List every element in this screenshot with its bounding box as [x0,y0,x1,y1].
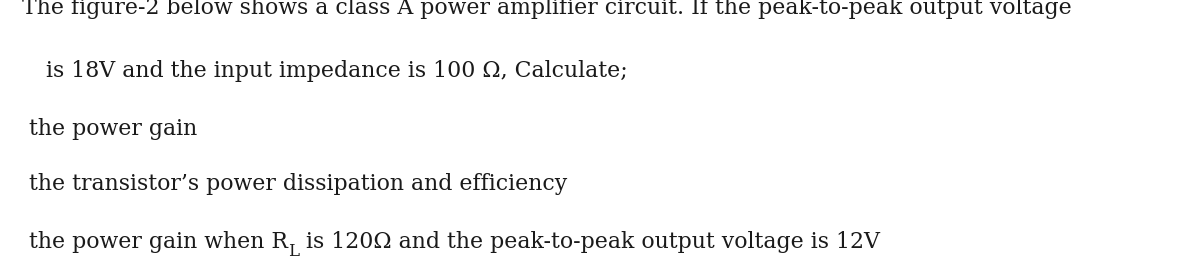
Text: the power gain: the power gain [29,118,197,140]
Text: The figure-2 below shows a class A power amplifier circuit. If the peak-to-peak : The figure-2 below shows a class A power… [22,0,1072,19]
Text: the power gain when R: the power gain when R [29,232,288,253]
Text: L: L [288,243,299,260]
Text: is 120Ω and the peak-to-peak output voltage is 12V: is 120Ω and the peak-to-peak output volt… [299,232,880,253]
Text: the transistor’s power dissipation and efficiency: the transistor’s power dissipation and e… [29,173,568,195]
Text: is 18V and the input impedance is 100 Ω, Calculate;: is 18V and the input impedance is 100 Ω,… [46,60,628,82]
